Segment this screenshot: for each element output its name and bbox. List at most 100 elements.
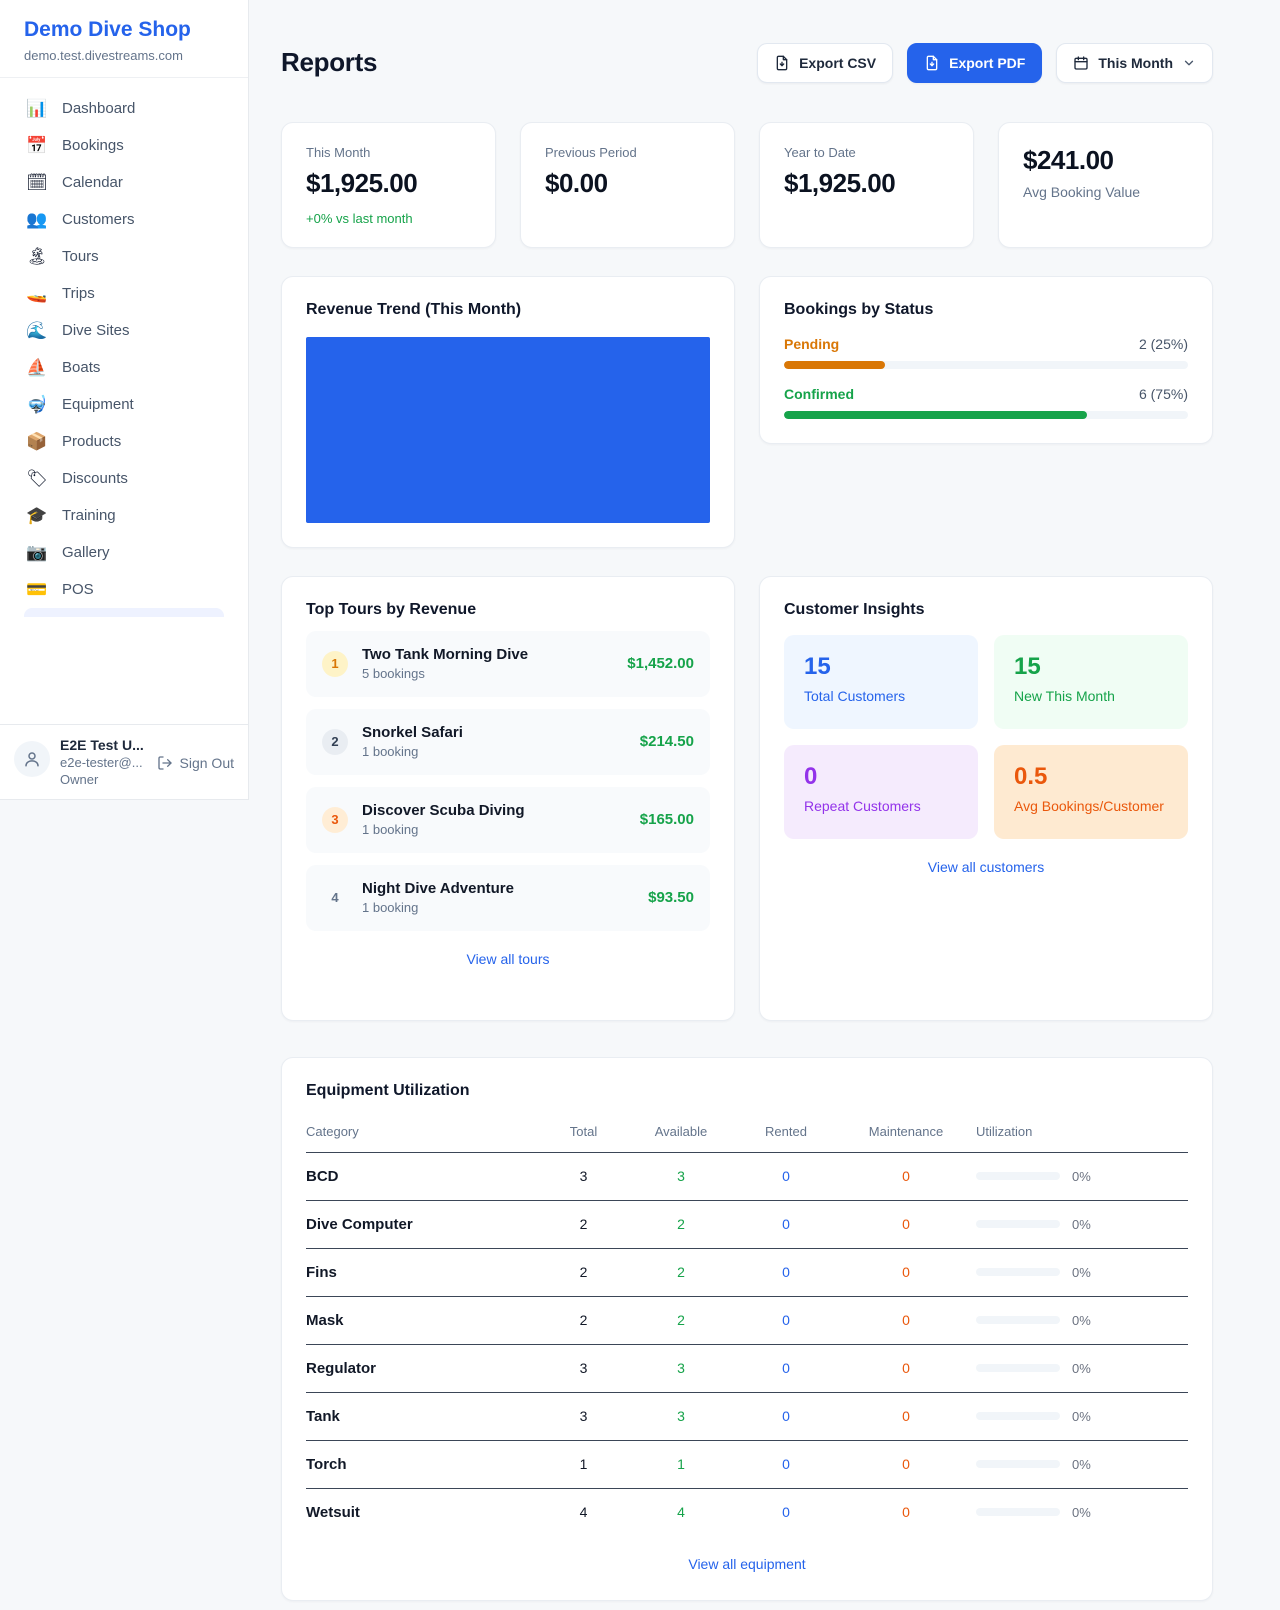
stat-label: Avg Booking Value — [1023, 183, 1141, 200]
people-icon: 👥 — [26, 210, 48, 229]
header-actions: Export CSV Export PDF This Month — [757, 42, 1213, 83]
tour-row[interactable]: 4 Night Dive Adventure 1 booking $93.50 — [306, 864, 710, 931]
export-csv-button[interactable]: Export CSV — [757, 42, 894, 83]
table-row: Tank 3 3 0 0 0% — [306, 1392, 1188, 1441]
speedboat-icon: 🚤 — [26, 284, 48, 303]
sidebar-item-label: POS — [62, 581, 94, 598]
sidebar-item-boats[interactable]: ⛵ Boats — [12, 349, 236, 386]
stats-row: This Month $1,925.00 +0% vs last month P… — [281, 121, 1213, 248]
bookings-by-status-card: Bookings by Status Pending 2 (25%) Confi… — [759, 275, 1213, 444]
cell-category: Fins — [306, 1248, 541, 1297]
export-pdf-button[interactable]: Export PDF — [907, 42, 1043, 83]
sidebar-item-reports-partial[interactable] — [24, 608, 224, 617]
utilization-bar-track — [976, 1460, 1060, 1469]
status-row-confirmed: Confirmed 6 (75%) — [784, 386, 1188, 419]
cell-maintenance: 0 — [902, 1504, 910, 1521]
status-label: Pending — [784, 335, 840, 352]
tour-row[interactable]: 2 Snorkel Safari 1 booking $214.50 — [306, 708, 710, 775]
stat-card-previous-period: Previous Period $0.00 — [520, 121, 735, 248]
cell-maintenance: 0 — [836, 1392, 976, 1441]
utilization-percent: 0% — [1072, 1312, 1091, 1328]
page-title: Reports — [281, 47, 378, 78]
col-header-utilization: Utilization — [976, 1111, 1188, 1153]
cell-available: 1 — [626, 1440, 736, 1489]
utilization-cell: 0% — [976, 1457, 1188, 1472]
sign-out-button[interactable]: Sign Out — [157, 755, 234, 771]
tour-bookings: 1 booking — [362, 744, 419, 760]
rank-badge: 1 — [322, 650, 348, 677]
status-label: Confirmed — [784, 385, 854, 402]
period-label: This Month — [1098, 54, 1173, 71]
cell-maintenance: 0 — [836, 1344, 976, 1393]
sidebar-item-training[interactable]: 🎓 Training — [12, 497, 236, 534]
sidebar-item-equipment[interactable]: 🤿 Equipment — [12, 386, 236, 423]
tile-new-this-month: 15 New This Month — [994, 634, 1188, 729]
cell-category: Wetsuit — [306, 1503, 360, 1521]
table-row: Wetsuit 4 4 0 0 0% — [306, 1488, 1188, 1536]
cell-available: 2 — [626, 1248, 736, 1297]
utilization-bar-track — [976, 1412, 1060, 1421]
stat-card-year-to-date: Year to Date $1,925.00 — [759, 121, 974, 248]
cell-total: 4 — [579, 1504, 588, 1521]
sidebar-item-pos[interactable]: 💳 POS — [12, 571, 236, 608]
period-dropdown[interactable]: This Month — [1056, 42, 1213, 83]
sidebar-item-label: Training — [62, 507, 116, 524]
tile-value: 15 — [1014, 652, 1041, 680]
export-csv-label: Export CSV — [799, 54, 877, 71]
tour-row[interactable]: 1 Two Tank Morning Dive 5 bookings $1,45… — [306, 630, 710, 697]
sidebar-item-dive-sites[interactable]: 🌊 Dive Sites — [12, 312, 236, 349]
sidebar-item-calendar[interactable]: 🗓 Calendar — [12, 164, 236, 201]
sidebar-item-label: Tours — [62, 248, 99, 265]
table-row: Fins 2 2 0 0 0% — [306, 1248, 1188, 1297]
dashboard-icon: 📊 — [26, 99, 48, 118]
sign-out-icon — [157, 756, 172, 770]
tour-amount: $165.00 — [639, 811, 694, 829]
stat-card-avg-booking-value: $241.00 Avg Booking Value — [998, 121, 1213, 248]
calendar-icon: 🗓 — [26, 173, 48, 192]
cell-available: 3 — [626, 1344, 736, 1393]
col-header-maintenance: Maintenance — [836, 1111, 976, 1153]
avatar — [14, 741, 50, 777]
main-content: Reports Export CSV Export PDF This Month… — [249, 0, 1230, 1601]
cell-category: BCD — [306, 1152, 541, 1201]
sidebar-item-bookings[interactable]: 📅 Bookings — [12, 127, 236, 164]
view-all-equipment-link[interactable]: View all equipment — [688, 1555, 806, 1572]
tile-label: Avg Bookings/Customer — [1014, 797, 1164, 814]
sidebar-item-trips[interactable]: 🚤 Trips — [12, 275, 236, 312]
sidebar-item-customers[interactable]: 👥 Customers — [12, 201, 236, 238]
cell-total: 2 — [541, 1248, 626, 1297]
cell-maintenance: 0 — [836, 1200, 976, 1249]
equipment-utilization-card: Equipment Utilization Category Total Ava… — [281, 1056, 1213, 1601]
rank-badge: 2 — [322, 728, 348, 755]
wave-icon: 🌊 — [26, 321, 48, 340]
page-header: Reports Export CSV Export PDF This Month — [281, 30, 1213, 96]
sidebar-item-gallery[interactable]: 📷 Gallery — [12, 534, 236, 571]
cell-rented: 0 — [736, 1344, 836, 1393]
brand-domain: demo.test.divestreams.com — [24, 48, 183, 63]
table-row: Dive Computer 2 2 0 0 0% — [306, 1200, 1188, 1249]
sidebar-item-dashboard[interactable]: 📊 Dashboard — [12, 90, 236, 127]
sidebar-item-label: Dashboard — [62, 100, 136, 117]
stat-card-this-month: This Month $1,925.00 +0% vs last month — [281, 121, 496, 248]
sidebar-item-products[interactable]: 📦 Products — [12, 423, 236, 460]
tag-icon: 🏷 — [26, 469, 48, 488]
tile-repeat-customers: 0 Repeat Customers — [784, 744, 978, 839]
sidebar-item-label: Boats — [62, 359, 101, 376]
tour-amount: $1,452.00 — [627, 655, 694, 673]
sidebar-item-label: Gallery — [62, 544, 110, 561]
sidebar-item-discounts[interactable]: 🏷 Discounts — [12, 460, 236, 497]
utilization-cell: 0% — [976, 1361, 1188, 1376]
cell-rented: 0 — [736, 1152, 836, 1201]
sidebar-item-label: Equipment — [62, 396, 134, 413]
col-header-available: Available — [626, 1111, 736, 1153]
cell-category: Dive Computer — [306, 1200, 541, 1249]
tour-amount: $93.50 — [648, 889, 694, 907]
cell-category: Mask — [306, 1296, 541, 1345]
brand-name: Demo Dive Shop — [24, 18, 191, 41]
sidebar-item-label: Customers — [62, 211, 135, 228]
view-all-customers-link[interactable]: View all customers — [927, 858, 1045, 875]
view-all-tours-link[interactable]: View all tours — [466, 950, 550, 967]
top-tours-card: Top Tours by Revenue 1 Two Tank Morning … — [281, 575, 735, 1021]
tour-row[interactable]: 3 Discover Scuba Diving 1 booking $165.0… — [306, 786, 710, 853]
sidebar-item-tours[interactable]: 🏝 Tours — [12, 238, 236, 275]
